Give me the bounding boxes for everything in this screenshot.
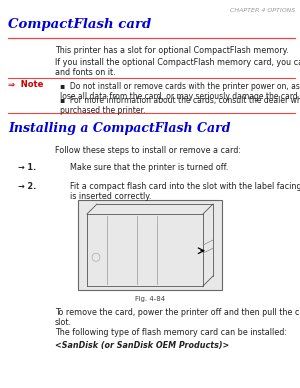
Text: Fit a compact flash card into the slot with the label facing you. Make sure it
i: Fit a compact flash card into the slot w… (70, 182, 300, 201)
Text: This printer has a slot for optional CompactFlash memory.: This printer has a slot for optional Com… (55, 46, 289, 55)
Text: If you install the optional CompactFlash memory card, you can save macros
and fo: If you install the optional CompactFlash… (55, 58, 300, 77)
Text: Make sure that the printer is turned off.: Make sure that the printer is turned off… (70, 163, 228, 172)
Bar (78, 200, 222, 290)
Text: To remove the card, power the printer off and then pull the card out of the
slot: To remove the card, power the printer of… (55, 308, 300, 327)
Text: ▪  Do not install or remove cards with the printer power on, as you may
lose all: ▪ Do not install or remove cards with th… (60, 82, 300, 101)
Text: ▪  For more information about the cards, consult the dealer where you
purchased : ▪ For more information about the cards, … (60, 96, 300, 115)
Text: CHAPTER 4 OPTIONS: CHAPTER 4 OPTIONS (230, 8, 295, 13)
Text: Fig. 4-84: Fig. 4-84 (135, 296, 165, 302)
Text: CompactFlash card: CompactFlash card (8, 18, 151, 31)
Text: The following type of flash memory card can be installed:: The following type of flash memory card … (55, 328, 287, 337)
Text: Follow these steps to install or remove a card:: Follow these steps to install or remove … (55, 146, 241, 155)
Text: → 2.: → 2. (18, 182, 36, 191)
Text: ⇒  Note: ⇒ Note (8, 80, 44, 89)
Text: <SanDisk (or SanDisk OEM Products)>: <SanDisk (or SanDisk OEM Products)> (55, 341, 229, 350)
Text: → 1.: → 1. (18, 163, 36, 172)
Text: Installing a CompactFlash Card: Installing a CompactFlash Card (8, 122, 230, 135)
